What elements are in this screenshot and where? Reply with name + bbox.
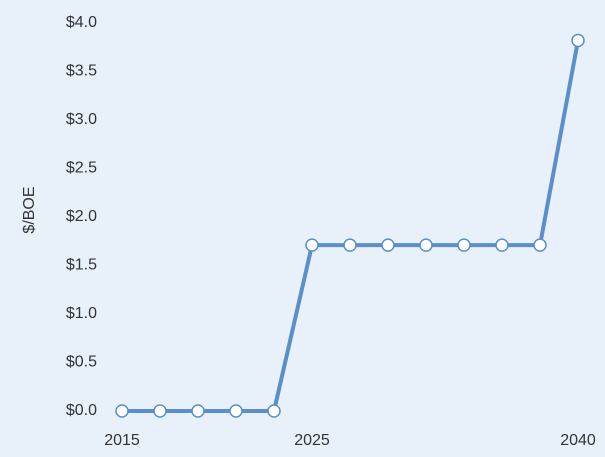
point	[229, 404, 243, 418]
point	[495, 238, 509, 252]
y-tick-label: $2.0	[66, 208, 97, 225]
y-tick-label: $3.5	[66, 63, 97, 80]
point	[115, 404, 129, 418]
x-tick-label: 2040	[560, 432, 596, 449]
point	[153, 404, 167, 418]
point	[191, 404, 205, 418]
point	[267, 404, 281, 418]
y-tick-label: $2.5	[66, 160, 97, 177]
y-axis-label: $/BOE	[21, 186, 38, 233]
y-tick-label: $0.5	[66, 354, 97, 371]
y-tick-label: $0.0	[66, 402, 97, 419]
point	[533, 238, 547, 252]
point	[571, 33, 585, 48]
x-tick-label: 2025	[294, 432, 330, 449]
point	[305, 238, 319, 252]
y-tick-label: $4.0	[66, 14, 97, 31]
point	[381, 238, 395, 252]
y-tick-label: $1.5	[66, 257, 97, 274]
point	[343, 238, 357, 252]
y-tick-label: $1.0	[66, 305, 97, 322]
point	[419, 238, 433, 252]
point	[457, 238, 471, 252]
y-tick-label: $3.0	[66, 111, 97, 128]
x-tick-label: 2015	[104, 432, 140, 449]
